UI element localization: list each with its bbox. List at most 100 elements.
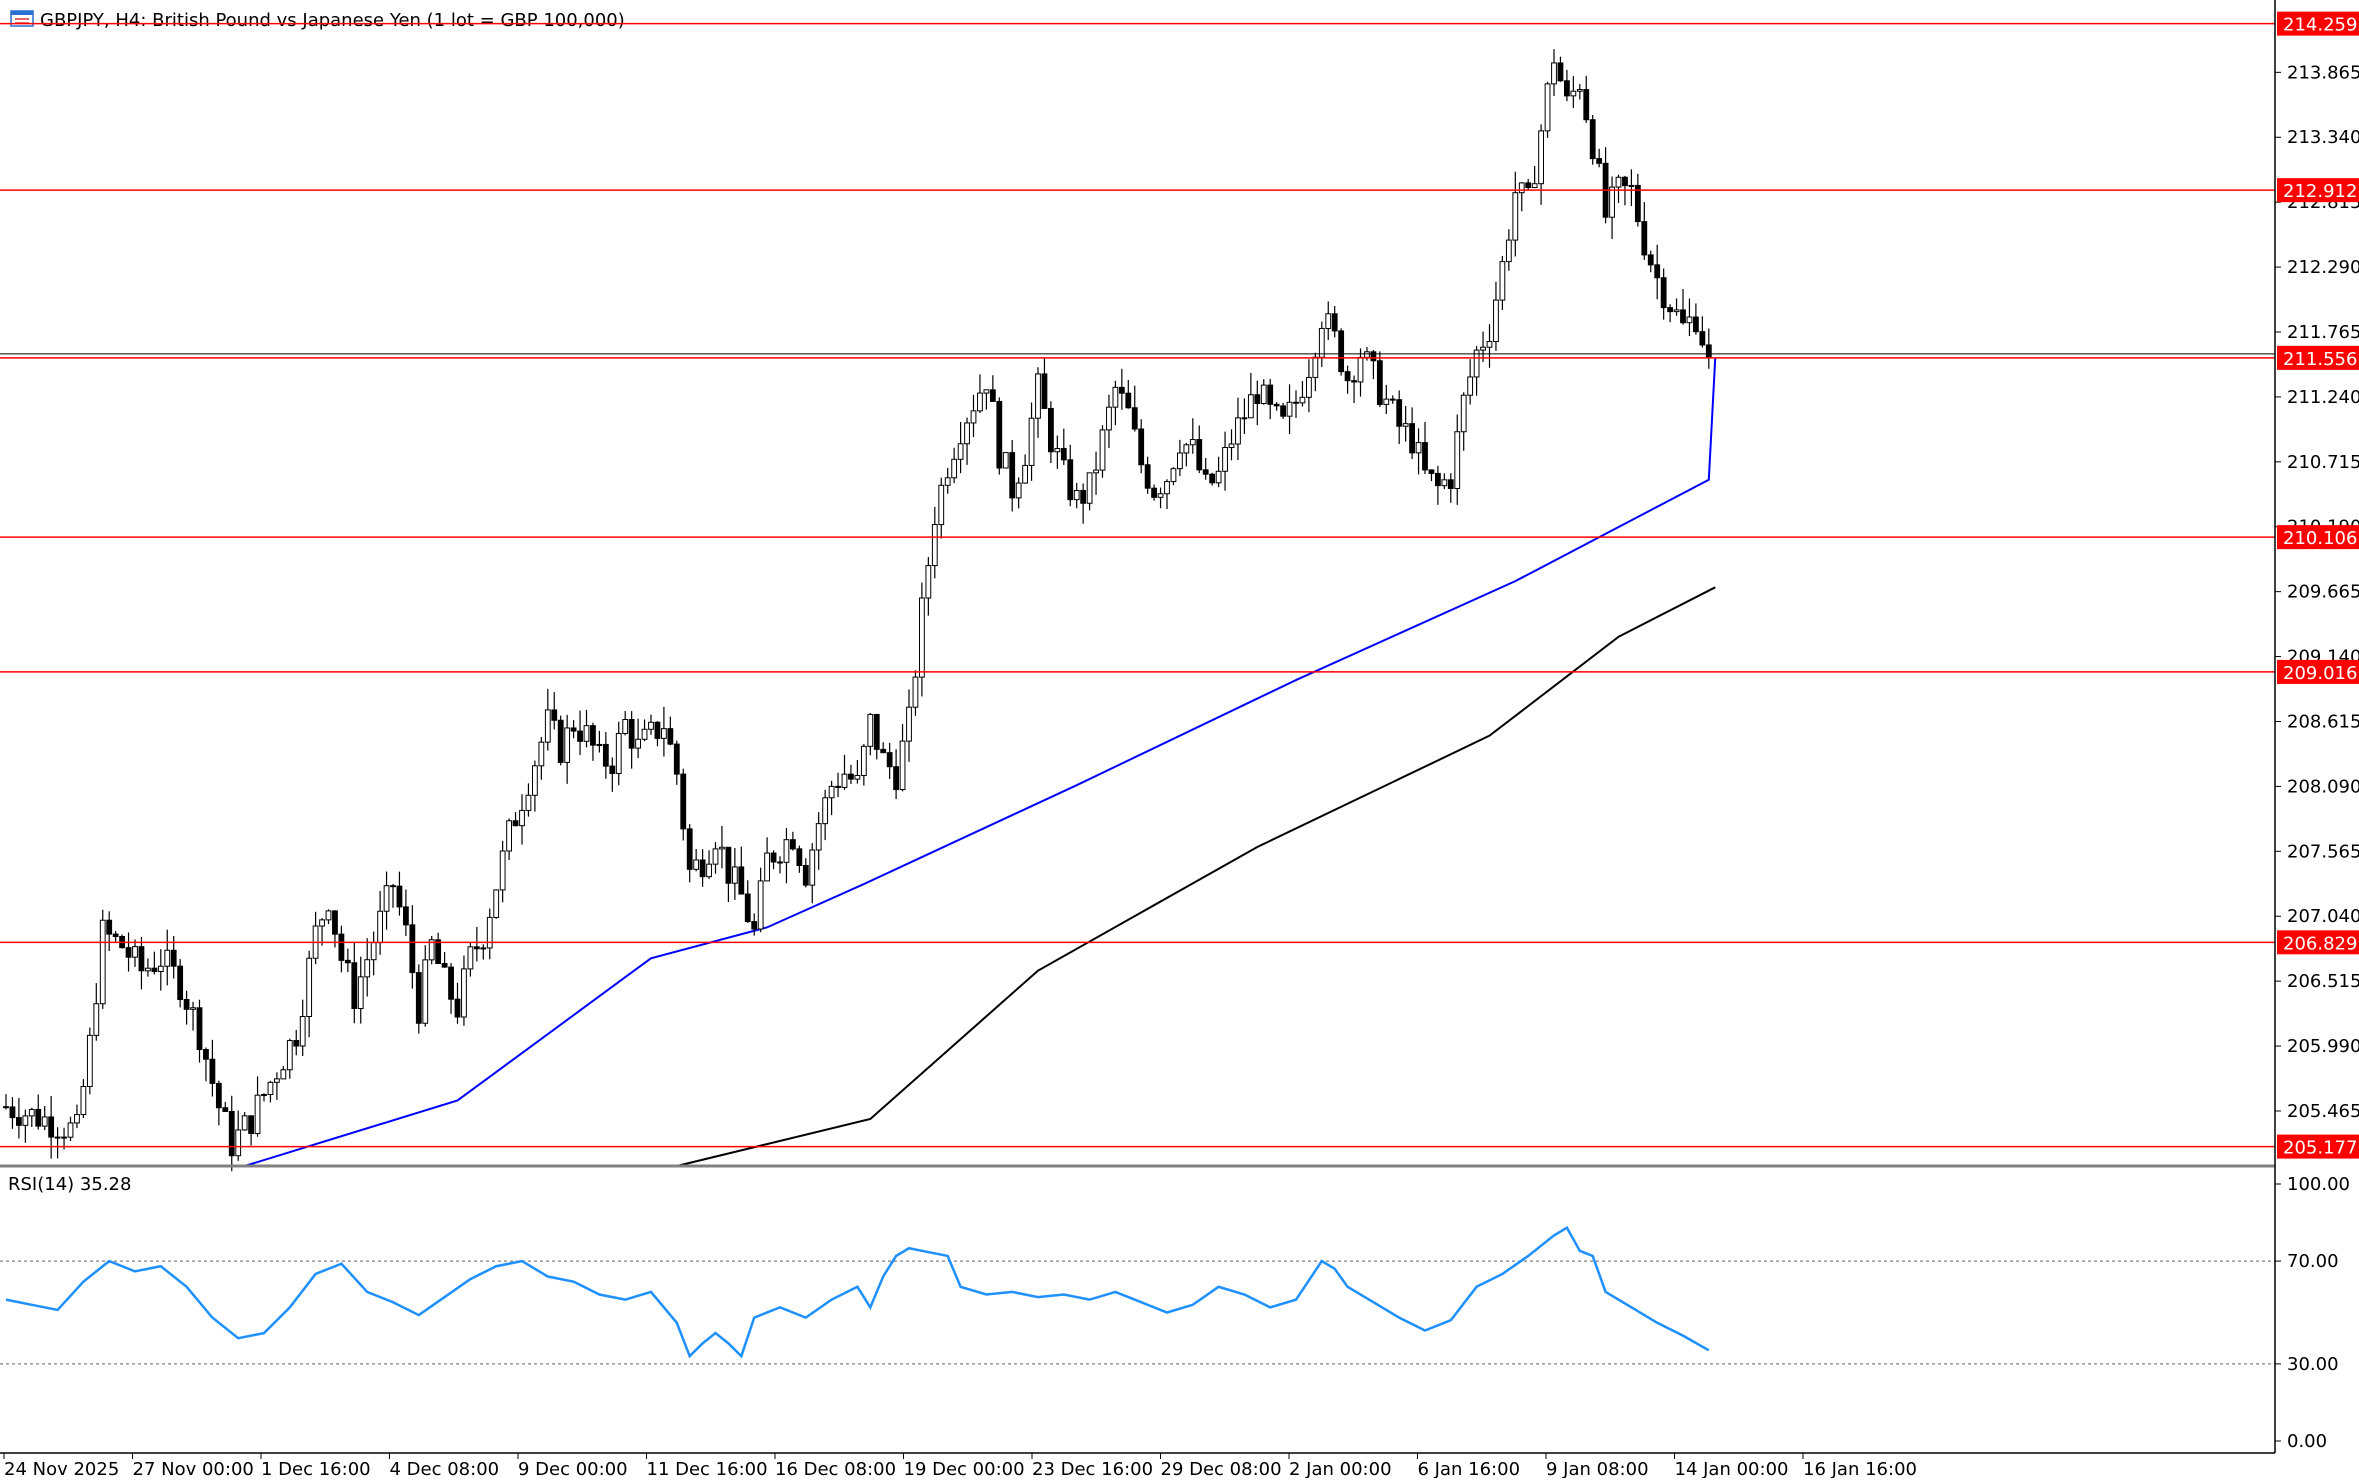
candle: [1306, 359, 1312, 413]
candle-body: [1241, 417, 1248, 420]
candle-body: [138, 946, 145, 972]
candle: [293, 1029, 300, 1056]
price-tick-label: 213.340: [2287, 127, 2359, 148]
candle: [1325, 301, 1332, 340]
candle: [519, 794, 525, 845]
candle: [912, 670, 919, 716]
candle: [1338, 328, 1345, 376]
candle: [403, 889, 409, 937]
price-tick-label: 213.865: [2287, 62, 2359, 83]
rsi-pane[interactable]: RSI(14) 35.28 100.00 70.00 30.00 0.00: [0, 1174, 2350, 1452]
candle: [815, 812, 822, 870]
candle-body: [183, 998, 190, 1010]
time-tick-label: 24 Nov 2025: [4, 1459, 119, 1478]
candle: [1125, 379, 1132, 409]
candle: [1557, 56, 1564, 82]
candle: [1686, 298, 1693, 337]
candle: [602, 732, 609, 779]
candle: [473, 926, 480, 962]
candle-body: [1118, 386, 1125, 394]
time-tick-label: 1 Dec 16:00: [261, 1459, 371, 1478]
candle: [622, 710, 629, 736]
level-label-bg: [2277, 178, 2359, 203]
candle-body: [1202, 469, 1209, 475]
rsi-levels: [0, 1260, 2275, 1365]
candle-body: [1628, 184, 1635, 187]
price-tick-label: 205.990: [2287, 1036, 2359, 1057]
candle: [80, 1079, 87, 1118]
candle-body: [1273, 403, 1280, 407]
candle-body: [428, 939, 435, 961]
candle-body: [983, 389, 990, 394]
candle-body: [790, 839, 796, 850]
candle-body: [583, 725, 590, 742]
candle: [693, 849, 700, 872]
candle-body: [1647, 254, 1654, 266]
candle: [719, 825, 725, 869]
rsi-title: RSI(14) 35.28: [8, 1174, 131, 1195]
candle: [1144, 456, 1151, 494]
price-tick-label: 210.715: [2287, 452, 2359, 473]
candle: [628, 711, 635, 769]
candle-body: [248, 1115, 254, 1134]
candle-body: [1641, 221, 1648, 256]
candle-body: [99, 919, 106, 1005]
candle-body: [925, 565, 932, 599]
candle-body: [641, 728, 648, 740]
candle-body: [673, 743, 680, 775]
candle: [1486, 324, 1493, 368]
candle: [1402, 405, 1409, 442]
candle-body: [1331, 313, 1338, 332]
candle: [422, 945, 429, 1027]
candle: [480, 944, 487, 960]
candle: [1564, 69, 1570, 102]
candle-body: [919, 597, 925, 678]
candle-body: [480, 947, 487, 950]
candle-body: [1447, 479, 1454, 490]
candle-body: [1512, 192, 1519, 241]
candle: [1318, 321, 1325, 367]
candle-body: [112, 933, 119, 937]
level-label: 205.177: [2283, 1138, 2357, 1159]
candle-body: [977, 392, 983, 412]
candle-body: [132, 946, 138, 958]
candle-body: [1473, 349, 1480, 378]
candle: [1422, 421, 1428, 475]
price-pane[interactable]: 213.865213.340212.815212.290211.765211.2…: [0, 11, 2359, 1172]
candle: [1157, 487, 1164, 509]
level-label-bg: [2277, 1134, 2359, 1159]
candle: [35, 1094, 42, 1130]
candle: [1499, 255, 1506, 310]
candle-body: [1144, 464, 1151, 489]
candle: [712, 842, 719, 874]
candle: [486, 908, 493, 960]
candle: [951, 447, 958, 484]
candle-body: [196, 1007, 203, 1051]
candle-body: [1183, 444, 1190, 454]
candle-body: [944, 477, 951, 486]
candle-body: [899, 740, 906, 791]
candle: [512, 812, 519, 827]
candle: [654, 721, 661, 747]
candle-body: [1364, 351, 1370, 358]
candle-body: [751, 921, 758, 930]
level-label-bg: [2277, 345, 2359, 370]
candle: [1235, 397, 1241, 461]
candle-body: [951, 458, 958, 479]
horizontal-levels[interactable]: 214.259 212.912 211.556 210.106 209.016 206.8…: [0, 11, 2359, 1159]
candle: [16, 1098, 22, 1139]
candle: [648, 714, 654, 735]
candle: [1673, 298, 1680, 316]
candle: [1357, 348, 1364, 397]
candle: [751, 913, 758, 936]
candle-body: [1293, 401, 1299, 404]
moving-average-line: [244, 357, 1717, 1167]
candle: [673, 740, 680, 785]
candle-body: [1454, 431, 1461, 490]
candle: [93, 983, 100, 1041]
candle: [299, 999, 306, 1057]
candle: [1396, 390, 1403, 445]
candle: [1286, 384, 1293, 435]
